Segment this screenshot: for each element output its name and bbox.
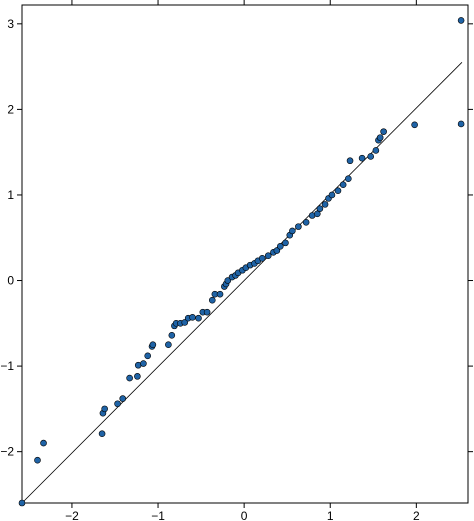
point (203, 308, 211, 316)
y-tick-label: 3 (7, 17, 14, 31)
y-tick-label: −2 (0, 445, 14, 459)
point (316, 205, 324, 212)
point (165, 341, 172, 349)
point (195, 314, 202, 322)
point (144, 352, 152, 360)
x-tick-label: −2 (65, 509, 79, 521)
x-tick-label: 0 (241, 509, 248, 521)
y-tick-label: 1 (7, 188, 14, 202)
reference-line (21, 62, 463, 504)
point (277, 242, 284, 250)
point (126, 374, 133, 382)
point (134, 373, 141, 380)
point (34, 456, 41, 464)
point (345, 175, 352, 183)
point (258, 254, 266, 262)
point (295, 223, 302, 230)
point (18, 499, 26, 507)
point (119, 395, 127, 402)
point (358, 154, 366, 162)
y-tick-label: −1 (0, 359, 14, 373)
point (346, 157, 354, 165)
point (189, 314, 196, 321)
point (367, 153, 375, 160)
point (282, 239, 289, 247)
x-tick-label: 1 (327, 509, 334, 521)
point (181, 319, 189, 326)
point (339, 181, 347, 188)
point (457, 120, 465, 128)
y-tick-label: 0 (7, 274, 14, 288)
point (273, 247, 281, 254)
point (334, 187, 342, 194)
point (40, 439, 47, 447)
x-tick-label: 2 (413, 509, 420, 521)
point (264, 252, 272, 260)
plot-frame (21, 4, 469, 504)
point (457, 17, 465, 24)
point (208, 296, 216, 304)
x-tick-label: −1 (151, 509, 165, 521)
point (168, 331, 176, 339)
point (289, 227, 296, 235)
point (328, 191, 336, 199)
y-tick-label: 2 (7, 102, 14, 116)
point (411, 121, 418, 129)
point (372, 147, 380, 154)
point (114, 400, 121, 408)
point (140, 360, 147, 367)
point (376, 134, 384, 141)
point (224, 277, 232, 284)
point (101, 405, 108, 413)
point (216, 290, 224, 298)
point (98, 430, 106, 437)
point (380, 128, 387, 135)
point (314, 210, 321, 218)
point (321, 201, 329, 208)
point (149, 341, 157, 349)
point (302, 219, 310, 226)
